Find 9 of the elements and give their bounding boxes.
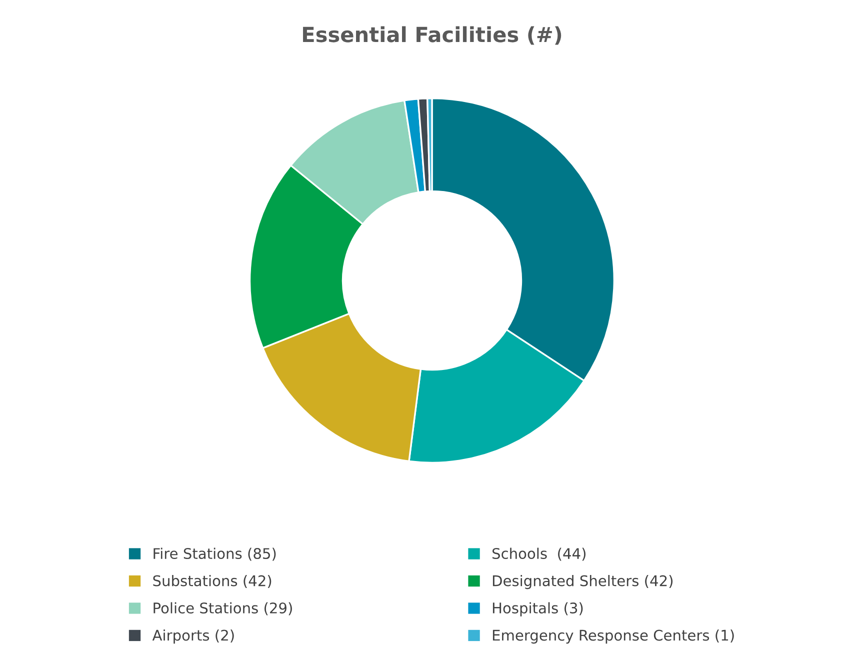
legend-label: Designated Shelters (42): [492, 574, 673, 590]
legend-label: Emergency Response Centers (1): [492, 629, 734, 644]
legend-label: Substations (42): [153, 574, 272, 588]
legend-label: Police Stations (29): [154, 602, 292, 616]
legend-label: Hospitals (3): [492, 602, 583, 616]
legend-label: Airports (2): [152, 629, 234, 644]
chart-title: Essential Facilities (#): [303, 26, 562, 45]
legend-label: Schools (44): [492, 548, 586, 561]
legend-label: Fire Stations (85): [154, 548, 276, 561]
